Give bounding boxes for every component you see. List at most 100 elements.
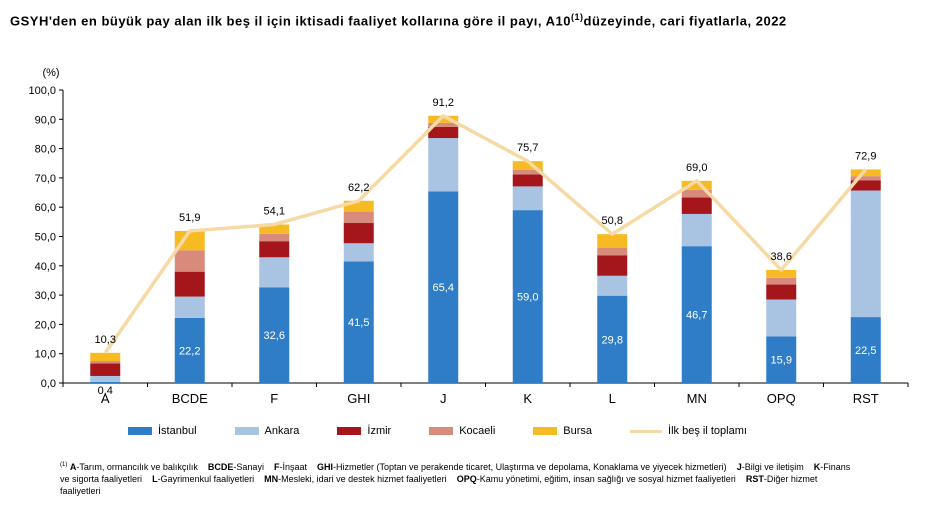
bar-MN-i̇stanbul [681, 246, 712, 383]
y-tick-label: 20,0 [35, 319, 56, 331]
bar-RST-i̇zmir [850, 180, 881, 191]
bar-BCDE-i̇stanbul [174, 317, 205, 383]
footnote: (1) A-Tarım, ormancılık ve balıkçılık BC… [60, 459, 860, 497]
footnote-abbr: RST [745, 474, 764, 484]
total-value-label: 75,7 [517, 142, 538, 154]
footnote-text: -Gayrimenkul faaliyetleri [157, 474, 255, 484]
legend-swatch [128, 427, 152, 435]
x-tick-label: GHI [347, 391, 370, 406]
y-tick-label: 10,0 [35, 349, 56, 361]
bar-L-kocaeli [597, 247, 628, 256]
bar-RST-bursa [850, 169, 881, 177]
bar-GHI-i̇stanbul [343, 261, 374, 383]
bar-GHI-bursa [343, 200, 374, 212]
istanbul-bar-label: 32,6 [264, 330, 285, 342]
istanbul-bar-label: 29,8 [602, 334, 623, 346]
total-value-label: 62,2 [348, 182, 369, 194]
bar-OPQ-i̇zmir [766, 284, 797, 300]
footnote-marker: (1) [60, 462, 68, 468]
legend-label: Kocaeli [459, 425, 496, 437]
bar-MN-ankara [681, 213, 712, 247]
legend-item-total: İlk beş il toplamı [630, 425, 747, 437]
legend-item-kocaeli: Kocaeli [429, 425, 495, 437]
y-tick-label: 80,0 [35, 144, 56, 156]
footnote-text: -Hizmetler (Toptan ve perakende ticaret,… [333, 462, 727, 472]
footnote-abbr: A [69, 462, 77, 472]
bar-GHI-kocaeli [343, 211, 374, 224]
bar-F-i̇stanbul [259, 287, 290, 383]
bar-A-kocaeli [90, 361, 121, 364]
total-value-label: 69,0 [686, 162, 707, 174]
title-superscript: (1) [571, 12, 584, 22]
bar-BCDE-i̇zmir [174, 271, 205, 297]
total-value-label: 50,8 [602, 215, 623, 227]
y-tick-label: 70,0 [35, 173, 56, 185]
footnote-abbr: OPQ [456, 474, 477, 484]
x-tick-label: L [609, 391, 616, 406]
x-tick-label: BCDE [172, 391, 208, 406]
bar-RST-kocaeli [850, 176, 881, 181]
legend-label: İzmir [367, 425, 392, 437]
legend-item-bursa: Bursa [533, 425, 592, 437]
legend-item-i̇stanbul: İstanbul [128, 425, 197, 437]
footnote-abbr: BCDE [207, 462, 234, 472]
x-tick-label: K [523, 391, 532, 406]
bar-K-i̇stanbul [512, 210, 543, 383]
bar-GHI-ankara [343, 243, 374, 262]
bar-MN-kocaeli [681, 189, 712, 198]
footnote-text: -Diğer hizmet faaliyetleri [60, 474, 818, 496]
bar-K-i̇zmir [512, 174, 543, 187]
total-value-label: 72,9 [855, 150, 876, 162]
bar-BCDE-kocaeli [174, 250, 205, 272]
bar-RST-ankara [850, 190, 881, 318]
istanbul-bar-label: 22,2 [179, 345, 200, 357]
bar-OPQ-ankara [766, 299, 797, 337]
y-tick-label: 100,0 [28, 85, 56, 97]
y-axis-unit-label: (%) [42, 67, 59, 79]
bar-OPQ-kocaeli [766, 277, 797, 285]
legend-line-swatch [630, 429, 663, 433]
legend-item-ankara: Ankara [234, 425, 299, 437]
bar-RST-i̇stanbul [850, 317, 881, 383]
legend-swatch [429, 427, 454, 435]
x-tick-label: MN [687, 391, 707, 406]
legend-label: İlk beş il toplamı [668, 425, 747, 437]
bar-BCDE-bursa [174, 230, 205, 251]
legend-label: Bursa [563, 425, 593, 437]
istanbul-bar-label: 65,4 [433, 282, 454, 294]
total-value-label: 38,6 [771, 251, 792, 263]
footnote-abbr: K [813, 462, 821, 472]
legend-swatch [234, 427, 259, 435]
bar-BCDE-ankara [174, 296, 205, 318]
bar-A-ankara [90, 375, 121, 382]
bar-K-kocaeli [512, 169, 543, 175]
chart-title: GSYH'den en büyük pay alan ilk beş il iç… [10, 6, 930, 32]
bar-K-bursa [512, 161, 543, 170]
y-tick-label: 30,0 [35, 290, 56, 302]
bar-GHI-i̇zmir [343, 223, 374, 244]
total-value-label: 91,2 [433, 97, 454, 109]
legend: İstanbul Ankara İzmir Kocaeli Bursa İlk beş i… [128, 425, 785, 437]
bar-F-i̇zmir [259, 241, 290, 258]
bar-F-kocaeli [259, 233, 290, 242]
y-tick-label: 60,0 [35, 202, 56, 214]
x-tick-label: RST [853, 391, 879, 406]
x-tick-label: J [440, 391, 447, 406]
istanbul-bar-label: 59,0 [517, 292, 538, 304]
footnote-text: -Tarım, ormancılık ve balıkçılık [76, 462, 198, 472]
legend-swatch [533, 427, 558, 435]
bar-K-ankara [512, 186, 543, 211]
bar-J-i̇zmir [428, 126, 459, 139]
footnote-abbr: L [152, 474, 158, 484]
footnote-text: -Sanayi [233, 462, 264, 472]
bar-J-i̇stanbul [428, 191, 459, 383]
footnote-text: -Mesleki, idari ve destek hizmet faaliye… [278, 474, 447, 484]
total-line [103, 114, 868, 354]
bar-L-ankara [597, 275, 628, 296]
footnote-text: -Kamu yönetimi, eğitim, insan sağlığı ve… [476, 474, 736, 484]
bar-L-i̇zmir [597, 255, 628, 276]
title-text-part1: GSYH'den en büyük pay alan ilk beş il iç… [10, 13, 572, 29]
bar-F-ankara [259, 257, 290, 288]
y-tick-label: 40,0 [35, 261, 56, 273]
bar-OPQ-i̇stanbul [766, 336, 797, 383]
